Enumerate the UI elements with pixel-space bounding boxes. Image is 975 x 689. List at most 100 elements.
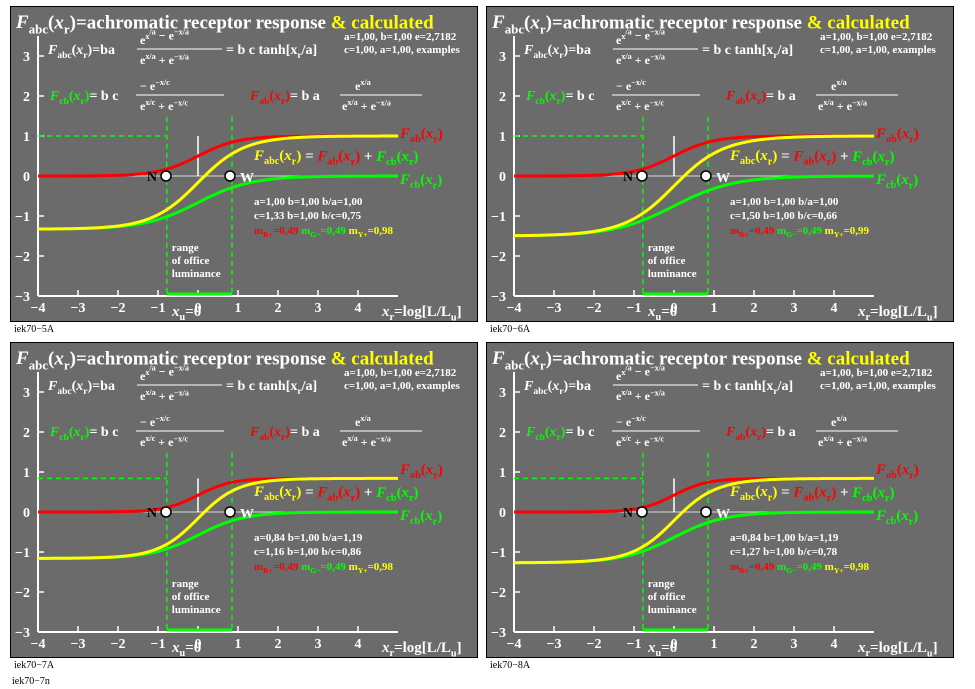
y-tick-label: 2	[23, 90, 30, 105]
x-tick-label: 2	[751, 637, 758, 652]
point-w-marker	[700, 506, 712, 518]
x-tick-label: 2	[275, 301, 282, 316]
x-tick-label: −2	[111, 637, 126, 652]
m-values: mR+=0,49 mG−=0,49 mY+=0,98	[254, 561, 393, 575]
params-c-b: c=1,16 b=1,00 b/c=0,86	[254, 546, 362, 558]
point-n-label: N	[147, 506, 157, 521]
x-tick-label: −2	[587, 637, 602, 652]
panel-background	[486, 6, 954, 322]
x-tick-label: 0	[671, 637, 678, 652]
x-tick-label: −3	[547, 301, 562, 316]
chart-title: Fabc(xr)=achromatic receptor response & …	[15, 12, 434, 37]
legend-fab: Fab(xr)	[875, 462, 919, 481]
x-tick-label: 3	[791, 301, 798, 316]
y-tick-label: 2	[499, 90, 506, 105]
curve-fabc	[38, 476, 398, 560]
formula-cb-lhs: Fcb(xr)= b c	[49, 89, 118, 107]
x-tick-label: −1	[627, 637, 642, 652]
panel-id-label: iek70−6A	[490, 324, 531, 335]
x-tick-label: 0	[195, 301, 202, 316]
point-w-marker	[224, 506, 236, 518]
legend-fcb: Fcb(xr)	[399, 508, 442, 527]
x-axis-label: xr=log[L/Lu]	[381, 640, 462, 658]
range-label: range	[172, 578, 199, 590]
range-label: of office	[172, 255, 210, 267]
curve-fabc	[514, 476, 874, 565]
legend-fabc: Fabc(xr) = Fab(xr) + Fcb(xr)	[253, 148, 419, 168]
x-tick-label: 3	[315, 301, 322, 316]
range-label: luminance	[648, 604, 697, 616]
point-n-marker	[636, 506, 648, 518]
legend-fab: Fab(xr)	[875, 126, 919, 145]
formula-abc-lhs: Fabc(xr)=ba	[47, 43, 115, 61]
params-c-b: c=1,33 b=1,00 b/c=0,75	[254, 210, 362, 222]
formula-abc-rhs: = b c tanh[xr/a]	[702, 379, 793, 397]
range-label: luminance	[172, 604, 221, 616]
range-label: of office	[648, 591, 686, 603]
y-tick-label: 1	[23, 130, 30, 145]
x-tick-label: 3	[315, 637, 322, 652]
legend-fabc: Fabc(xr) = Fab(xr) + Fcb(xr)	[729, 484, 895, 504]
y-tick-label: −3	[491, 626, 506, 641]
params-line-1: a=1,00, b=1,00 e=2,7182	[344, 367, 457, 379]
point-w-marker	[224, 170, 236, 182]
point-w-label: W	[240, 171, 254, 186]
formula-abc-numerator: ex/a − e−x/a	[140, 363, 189, 383]
x-tick-label: −4	[31, 301, 46, 316]
xu-label: xu=0	[171, 640, 201, 658]
x-tick-label: −1	[151, 637, 166, 652]
m-values: mR+=0,49 mG−=0,49 mY+=0,99	[730, 225, 869, 239]
params-line-1: a=1,00, b=1,00 e=2,7182	[820, 367, 933, 379]
y-tick-label: −3	[15, 290, 30, 305]
x-axis-label: xr=log[L/Lu]	[381, 304, 462, 322]
formula-ab-numerator: ex/a	[355, 78, 371, 93]
y-tick-label: 3	[499, 50, 506, 65]
y-tick-label: 0	[23, 170, 30, 185]
y-tick-label: −1	[15, 210, 30, 225]
params-c-b: c=1,27 b=1,00 b/c=0,78	[730, 546, 838, 558]
y-tick-label: 0	[23, 506, 30, 521]
point-w-label: W	[240, 507, 254, 522]
formula-cb-lhs: Fcb(xr)= b c	[49, 425, 118, 443]
x-tick-label: 1	[711, 301, 718, 316]
formula-abc-denominator: ex/a + e−x/a	[140, 388, 189, 403]
legend-fcb: Fcb(xr)	[399, 172, 442, 191]
formula-ab-numerator: ex/a	[831, 414, 847, 429]
formula-cb-denominator: ex/c + e−x/c	[140, 434, 188, 449]
params-line-2: c=1,00, a=1,00, examples	[344, 380, 461, 392]
formula-abc-rhs: = b c tanh[xr/a]	[702, 43, 793, 61]
x-tick-label: −4	[31, 637, 46, 652]
legend-fabc: Fabc(xr) = Fab(xr) + Fcb(xr)	[253, 484, 419, 504]
page-footer-label: iek70−7n	[12, 676, 50, 687]
params-line-2: c=1,00, a=1,00, examples	[820, 44, 937, 56]
range-label: of office	[172, 591, 210, 603]
range-label: of office	[648, 255, 686, 267]
formula-abc-denominator: ex/a + e−x/a	[140, 52, 189, 67]
point-n-label: N	[623, 506, 633, 521]
point-w-label: W	[716, 507, 730, 522]
y-tick-label: −3	[15, 626, 30, 641]
panel-id-label: iek70−7A	[14, 660, 55, 671]
y-tick-label: 1	[23, 466, 30, 481]
x-tick-label: −4	[507, 637, 522, 652]
panel-background	[10, 6, 478, 322]
params-a-b: a=1,00 b=1,00 b/a=1,00	[254, 196, 363, 208]
point-n-marker	[160, 506, 172, 518]
xu-label: xu=0	[171, 304, 201, 322]
params-a-b: a=0,84 b=1,00 b/a=1,19	[254, 532, 363, 544]
params-c-b: c=1,50 b=1,00 b/c=0,66	[730, 210, 838, 222]
params-line-1: a=1,00, b=1,00 e=2,7182	[820, 31, 933, 43]
formula-cb-numerator: − e−x/c	[616, 414, 646, 429]
formula-abc-rhs: = b c tanh[xr/a]	[226, 43, 317, 61]
panel-id-label: iek70−8A	[490, 660, 531, 671]
formula-abc-numerator: ex/a − e−x/a	[140, 27, 189, 47]
formula-abc-numerator: ex/a − e−x/a	[616, 363, 665, 383]
formula-ab-denominator: ex/a + e−x/a	[342, 434, 391, 449]
formula-abc-lhs: Fabc(xr)=ba	[523, 379, 591, 397]
legend-fcb: Fcb(xr)	[875, 508, 918, 527]
formula-abc-denominator: ex/a + e−x/a	[616, 52, 665, 67]
formula-cb-lhs: Fcb(xr)= b c	[525, 425, 594, 443]
m-values: mR+=0,49 mG−=0,49 mY+=0,98	[254, 225, 393, 239]
x-tick-label: −2	[587, 301, 602, 316]
